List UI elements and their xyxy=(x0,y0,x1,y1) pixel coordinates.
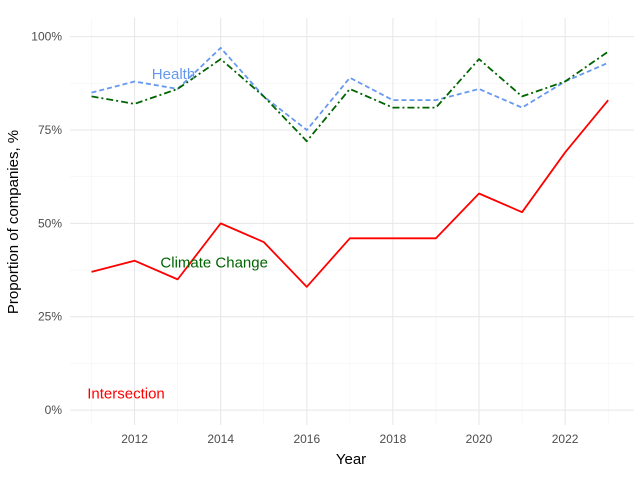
series-label-intersection: Intersection xyxy=(87,385,165,402)
y-tick-label: 100% xyxy=(31,30,62,44)
x-tick-label: 2022 xyxy=(552,432,579,446)
series-labels: Health Climate Change Intersection xyxy=(87,66,268,402)
major-gridlines xyxy=(70,18,634,425)
x-tick-label: 2014 xyxy=(207,432,234,446)
series-line-intersection xyxy=(91,99,609,288)
y-tick-label: 75% xyxy=(38,123,62,137)
series-line-health xyxy=(91,46,609,131)
x-tick-label: 2016 xyxy=(293,432,320,446)
x-tick-label: 2020 xyxy=(466,432,493,446)
series-lines xyxy=(91,46,609,288)
y-tick-label: 0% xyxy=(45,403,63,417)
y-tick-label: 50% xyxy=(38,216,62,230)
x-axis-ticks: 2012 2014 2016 2018 2020 2022 xyxy=(121,432,579,446)
x-tick-label: 2018 xyxy=(380,432,407,446)
minor-gridlines xyxy=(70,18,634,425)
series-label-health: Health xyxy=(152,66,195,83)
y-tick-label: 25% xyxy=(38,310,62,324)
series-line-climate-change xyxy=(91,50,609,143)
y-axis-ticks: 0% 25% 50% 75% 100% xyxy=(31,30,62,417)
x-tick-label: 2012 xyxy=(121,432,148,446)
x-axis-title: Year xyxy=(336,451,366,468)
y-axis-title: Proportion of companies, % xyxy=(5,130,22,314)
series-label-climate-change: Climate Change xyxy=(160,255,268,272)
